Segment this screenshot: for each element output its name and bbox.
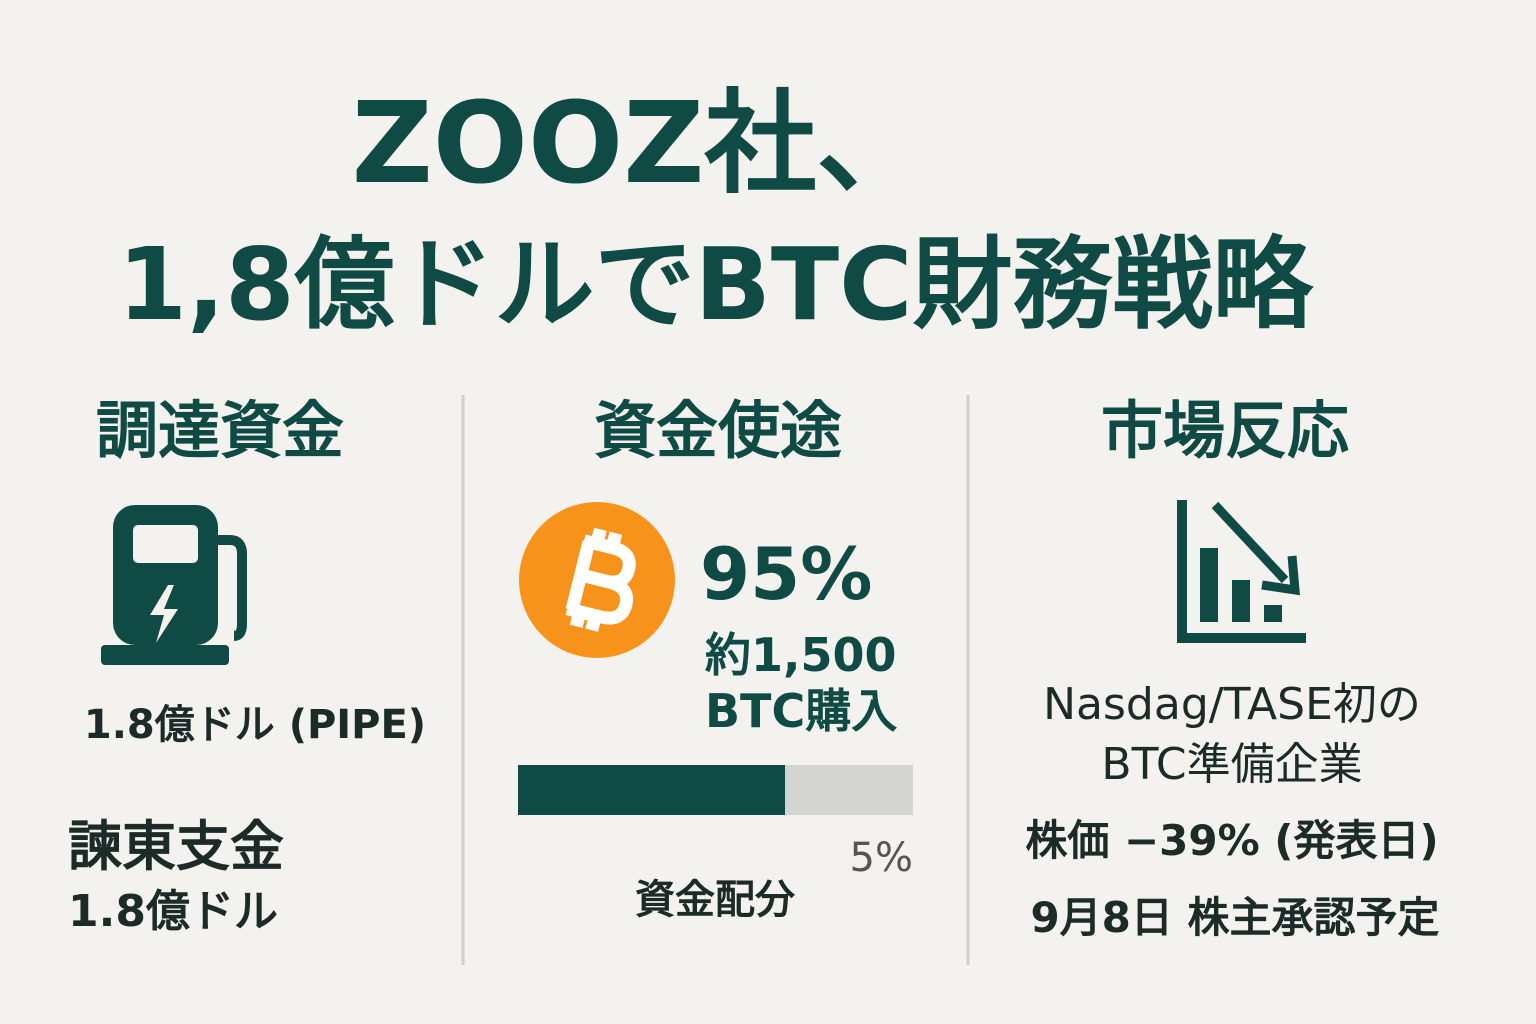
title-line2: 1,8億ドルでBTC財務戦略 xyxy=(117,226,1313,343)
reaction-line: 9月8日 株主承認予定 xyxy=(1030,893,1440,942)
sub-amount: 1.8億ドル xyxy=(68,886,278,937)
remainder-label: 5% xyxy=(849,835,913,881)
fuel-pump-icon xyxy=(101,505,247,665)
decline-chart-icon xyxy=(1177,500,1306,643)
reaction-line: Nasdag/TASE初の xyxy=(1043,679,1421,730)
allocation-bar xyxy=(518,765,913,815)
column-heading: 市場反応 xyxy=(1100,394,1350,467)
sub-heading: 諫東支金 xyxy=(68,815,284,878)
bar-caption: 資金配分 xyxy=(635,877,795,923)
reaction-line: 株価 −39% (発表日) xyxy=(1025,816,1439,865)
title-line1: ZOOZ社、 xyxy=(351,79,929,209)
bitcoin-icon xyxy=(519,502,675,658)
column-heading: 調達資金 xyxy=(95,394,345,467)
reaction-line: BTC準備企業 xyxy=(1101,739,1363,790)
detail: BTC購入 xyxy=(705,684,898,738)
percent: 95% xyxy=(700,532,873,616)
amount: 1.8億ドル (PIPE) xyxy=(83,702,427,748)
column-heading: 資金使途 xyxy=(593,394,843,467)
detail: 約1,500 xyxy=(705,628,897,682)
